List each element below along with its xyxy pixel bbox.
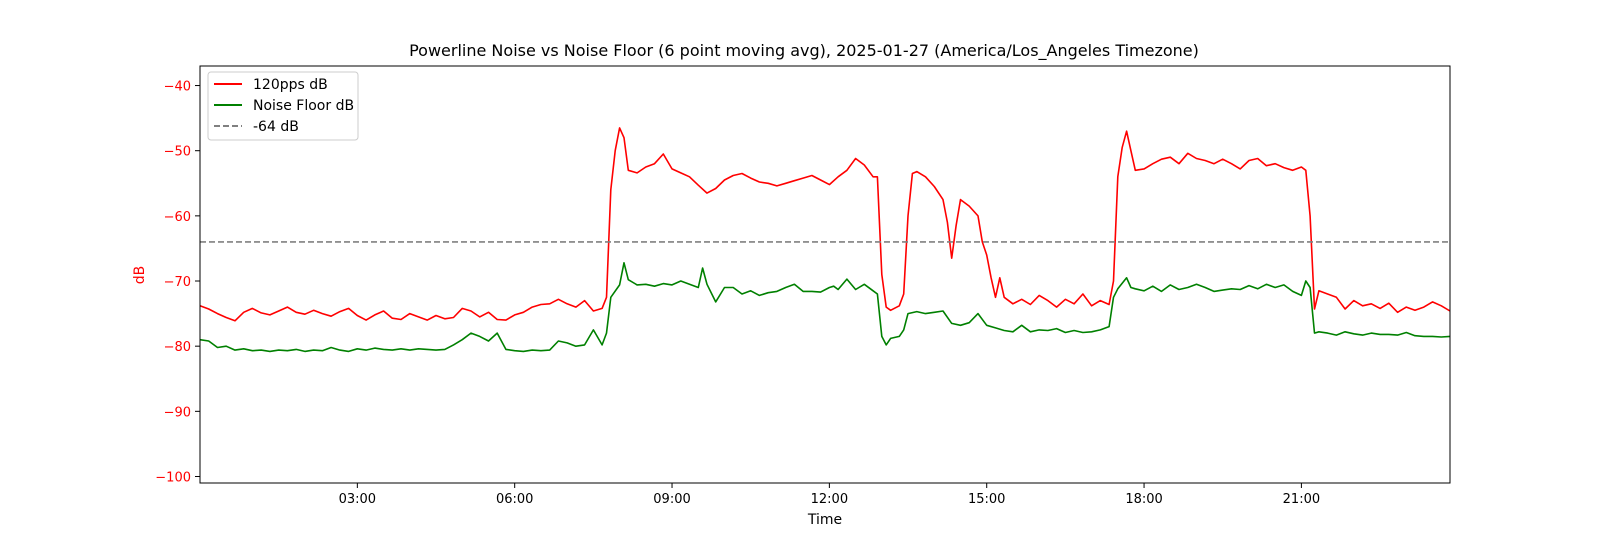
y-tick-label: −50 bbox=[164, 145, 191, 160]
y-axis-ticks: −40 −50 −60 −70 −80 −90 −100 bbox=[155, 80, 200, 485]
legend-box bbox=[207, 71, 359, 141]
x-tick-label: 21:00 bbox=[1283, 492, 1320, 507]
y-tick-label: −100 bbox=[155, 470, 191, 485]
x-axis-label: Time bbox=[807, 512, 842, 528]
y-axis-label: dB bbox=[132, 266, 148, 285]
x-tick-label: 12:00 bbox=[811, 492, 848, 507]
plot-frame bbox=[199, 65, 1451, 484]
legend: 120pps dB Noise Floor dB -64 dB bbox=[207, 71, 359, 141]
x-tick-label: 03:00 bbox=[339, 492, 376, 507]
x-tick-label: 15:00 bbox=[968, 492, 1005, 507]
legend-label-threshold: -64 dB bbox=[253, 119, 299, 135]
series-line-120pps bbox=[199, 127, 1451, 322]
chart-title: Powerline Noise vs Noise Floor (6 point … bbox=[409, 41, 1199, 61]
x-tick-label: 09:00 bbox=[653, 492, 690, 507]
y-tick-label: −40 bbox=[164, 80, 191, 95]
y-tick-label: −60 bbox=[164, 210, 191, 225]
y-tick-label: −80 bbox=[164, 340, 191, 355]
x-axis-ticks: 03:00 06:00 09:00 12:00 15:00 18:00 21:00 bbox=[339, 483, 1320, 507]
x-tick-label: 18:00 bbox=[1125, 492, 1162, 507]
legend-label-noise-floor: Noise Floor dB bbox=[253, 98, 354, 114]
x-tick-label: 06:00 bbox=[496, 492, 533, 507]
y-tick-label: −70 bbox=[164, 275, 191, 290]
legend-label-120pps: 120pps dB bbox=[253, 77, 328, 93]
y-tick-label: −90 bbox=[164, 405, 191, 420]
series-line-noise-floor bbox=[199, 262, 1451, 353]
plot-area bbox=[199, 127, 1451, 353]
